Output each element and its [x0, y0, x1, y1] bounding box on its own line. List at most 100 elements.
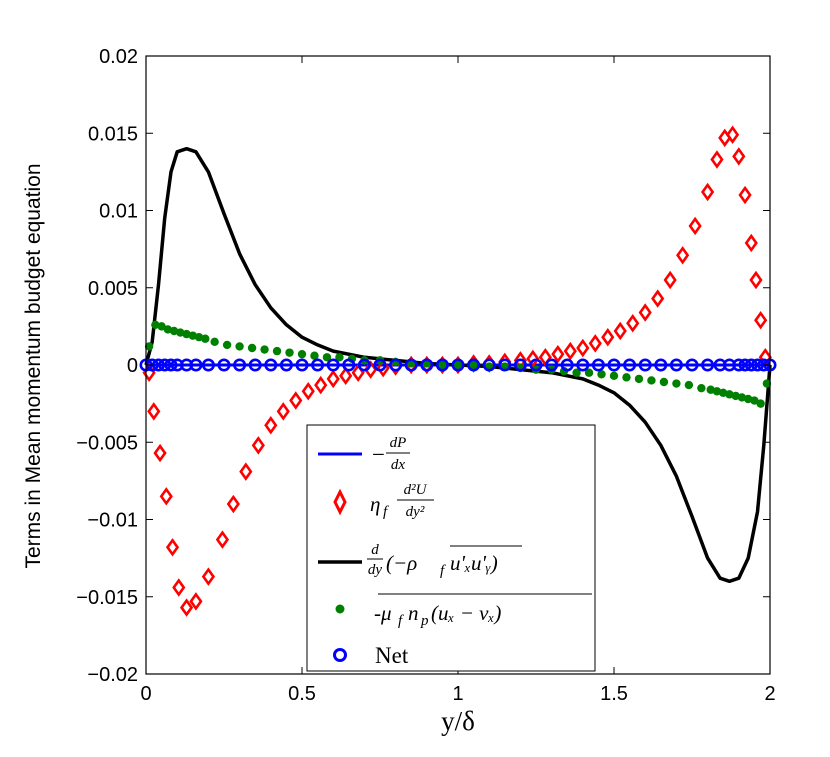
data-point-circle [435, 358, 449, 372]
legend-reynolds-numerator: d [371, 542, 379, 558]
data-point-dot [272, 346, 282, 356]
data-point-dot [247, 343, 257, 353]
data-point-circle [576, 358, 590, 372]
data-point-diamond [601, 327, 615, 347]
data-point-circle [164, 358, 178, 372]
data-point-diamond [563, 341, 577, 361]
data-point-dot [572, 368, 581, 377]
data-point-dot [438, 360, 447, 370]
data-point-diamond [613, 321, 627, 341]
x-tick-label: 1 [452, 683, 463, 705]
data-point-circle [201, 358, 215, 372]
x-tick-label: 2 [764, 683, 775, 705]
data-point-diamond [738, 185, 752, 205]
data-point-dot [684, 380, 694, 390]
data-point-dot [260, 345, 269, 354]
data-point-circle [685, 358, 699, 372]
data-point-dot [634, 374, 644, 384]
data-point-circle [295, 358, 309, 372]
data-point-dot [756, 399, 765, 408]
legend-pressure-numerator: dP [390, 435, 407, 451]
data-point-circle [248, 358, 262, 372]
data-point-diamond [526, 349, 540, 369]
data-point-dot [469, 360, 478, 370]
data-point-circle [217, 358, 231, 372]
data-point-diamond [749, 270, 763, 290]
data-point-diamond [147, 402, 161, 421]
data-point-diamond [314, 375, 328, 395]
data-point-diamond [701, 182, 715, 202]
data-point-dot [210, 337, 219, 347]
x-tick-label: 0.5 [288, 683, 316, 705]
data-point-diamond [732, 147, 746, 166]
data-point-diamond [688, 216, 702, 236]
data-point-circle [701, 358, 715, 372]
legend-reynolds-sub: f [440, 563, 446, 579]
data-point-diamond [754, 310, 768, 330]
data-point-circle [513, 358, 527, 372]
data-point-dot [647, 376, 656, 385]
data-point-circle [751, 358, 765, 372]
y-tick-label: 0.015 [88, 123, 138, 145]
data-point-diamond [551, 344, 565, 364]
y-tick-label: −0.02 [87, 664, 138, 686]
series-4 [139, 358, 777, 372]
data-point-circle [638, 358, 652, 372]
data-point-circle [607, 358, 621, 372]
data-point-diamond [153, 443, 167, 463]
data-point-circle [529, 358, 543, 372]
data-point-circle [264, 358, 278, 372]
y-tick-label: −0.005 [76, 432, 138, 454]
legend-drag-rest: (uₓ − vₓ) [431, 601, 501, 625]
data-point-diamond [251, 436, 265, 455]
y-tick-label: −0.015 [76, 587, 138, 609]
data-point-diamond [744, 233, 758, 253]
data-point-dot [622, 373, 631, 382]
data-point-dot [297, 349, 307, 359]
data-point-circle [279, 358, 293, 372]
data-point-circle [326, 358, 340, 372]
data-point-circle [233, 358, 247, 372]
data-point-diamond [339, 366, 353, 386]
data-point-diamond [239, 462, 253, 481]
y-tick-label: −0.01 [87, 510, 138, 532]
data-point-diamond [638, 303, 652, 322]
data-point-circle [357, 358, 371, 372]
data-point-diamond [626, 314, 640, 333]
data-point-circle [623, 358, 637, 372]
x-tick-label: 0 [140, 683, 151, 705]
data-point-diamond [663, 270, 677, 290]
legend-drag-sub-p: p [420, 613, 429, 629]
data-point-diamond [289, 391, 303, 410]
data-point-dot [144, 342, 154, 351]
data-point-circle [744, 358, 758, 372]
data-point-diamond [326, 369, 340, 389]
data-point-dot [659, 377, 669, 387]
legend-drag-sub-f: f [398, 613, 404, 629]
data-point-circle [654, 358, 668, 372]
series-layer [139, 125, 777, 617]
data-point-diamond [172, 578, 186, 597]
data-point-dot [310, 351, 319, 360]
data-point-diamond [651, 289, 665, 308]
data-point-dot [597, 370, 606, 379]
legend-box [306, 424, 596, 672]
data-point-dot [750, 396, 759, 405]
legend-reynolds-denominator: dy [368, 562, 383, 578]
legend-drag-n: n [408, 601, 419, 625]
y-tick-label: 0.005 [88, 278, 138, 300]
legend-net-label: Net [375, 643, 409, 668]
data-point-diamond [189, 592, 203, 611]
data-point-diamond [576, 338, 590, 358]
data-point-diamond [179, 598, 194, 617]
data-point-dot [201, 334, 210, 343]
data-point-circle [669, 358, 683, 372]
data-point-circle [404, 358, 418, 372]
data-point-dot [672, 379, 681, 388]
y-tick-label: 0.02 [99, 46, 138, 68]
data-point-dot [322, 353, 332, 362]
legend-reynolds-body: (−ρ [386, 551, 417, 575]
data-point-circle [498, 358, 512, 372]
data-point-circle [738, 358, 752, 372]
data-point-diamond [226, 494, 240, 514]
